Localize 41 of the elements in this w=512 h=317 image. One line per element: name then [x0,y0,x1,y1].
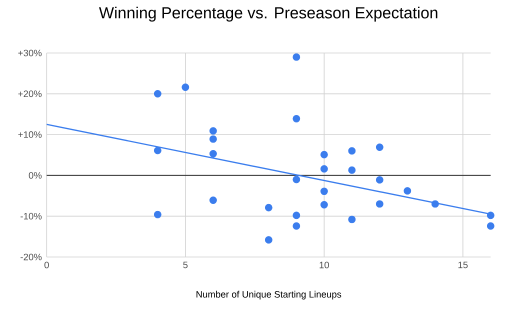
x-tick-label: 5 [183,262,188,268]
y-tick-label: -20% [20,254,42,260]
point [209,150,217,158]
point [348,216,356,224]
point [486,212,494,220]
x-tick-label: 0 [44,262,49,268]
point [376,176,384,184]
point [209,127,217,135]
point [292,114,300,122]
point [154,146,162,154]
point [292,222,300,230]
point [404,187,412,195]
point [182,84,190,91]
point [209,196,217,204]
point [431,200,439,208]
point [376,144,384,151]
point [264,204,272,212]
y-tick-label: -10% [20,212,42,220]
point [292,176,300,184]
point [264,236,272,244]
point [320,201,328,209]
x-tick-label: 15 [458,262,468,268]
y-tick-label: +30% [18,50,42,56]
point [348,147,356,155]
x-tick-label: 10 [320,262,329,268]
point [154,90,162,98]
point [209,135,217,143]
point [154,210,162,218]
y-tick-label: +20% [18,90,42,98]
point [320,165,328,173]
point [320,188,328,196]
point [292,53,300,61]
chart-title: Winning Percentage vs. Preseason Expectation [99,6,438,22]
point [486,222,494,230]
point [348,166,356,174]
point [292,212,300,220]
point [320,150,328,158]
y-tick-label: 0% [28,172,42,179]
y-tick-label: +10% [18,131,42,138]
x-axis-title: Number of Unique Starting Lineups [196,290,342,300]
point [376,200,384,208]
